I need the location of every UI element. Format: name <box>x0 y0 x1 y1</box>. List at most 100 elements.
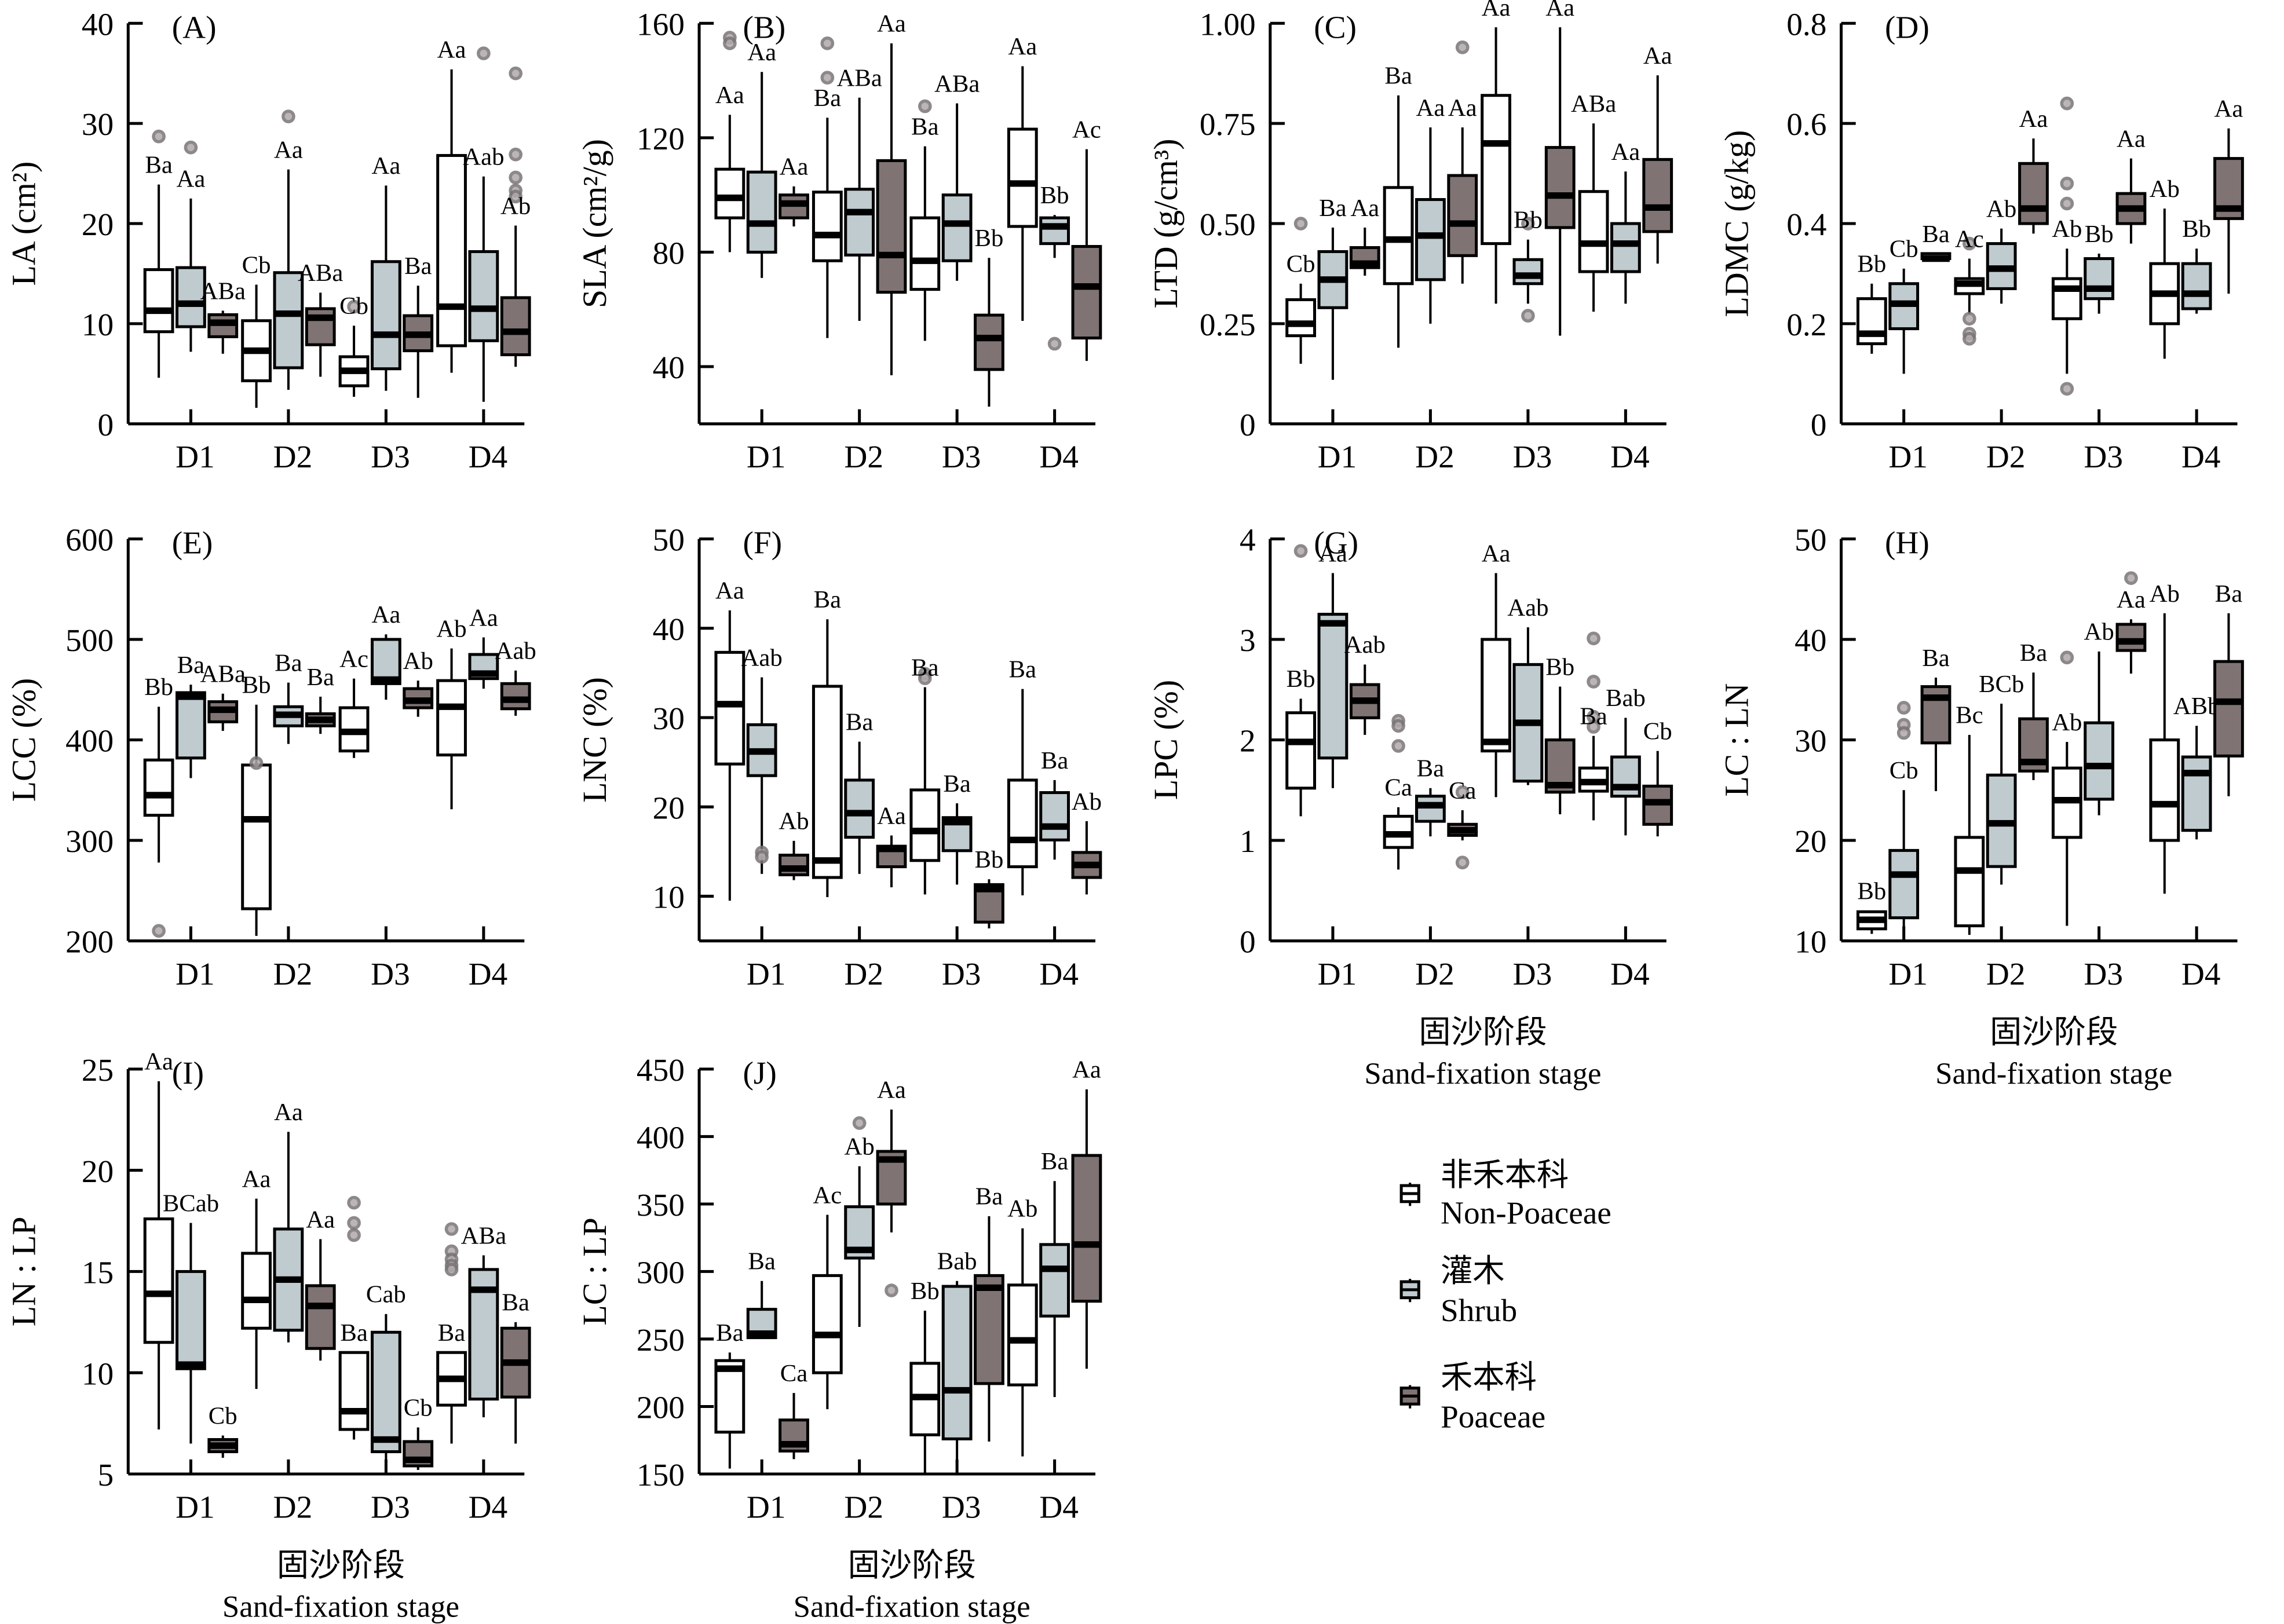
significance-label: Cb <box>242 251 271 279</box>
significance-label: Cb <box>1643 718 1672 745</box>
significance-label: BCb <box>1979 671 2024 698</box>
box-poaceae-d1: Ba <box>1920 645 1952 792</box>
box-non-poaceae-d2: Bc <box>1954 702 1985 935</box>
outlier-point <box>1963 332 1976 346</box>
box-shrub-d2: Ba <box>273 649 304 744</box>
box-poaceae-d2: ABa <box>298 259 343 377</box>
box-shrub-d1: Aab <box>741 644 783 874</box>
outlier-point <box>1455 40 1470 54</box>
box-iqr <box>305 307 336 346</box>
box-shrub-d2: Aa <box>1415 94 1446 324</box>
significance-label: Bb <box>1545 653 1574 681</box>
y-tick-label: 20 <box>82 207 114 242</box>
box-iqr <box>1039 216 1070 246</box>
significance-label: Ba <box>1009 656 1037 683</box>
significance-label: Bb <box>242 672 271 699</box>
panel-tag: (J) <box>743 1055 776 1091</box>
box-iqr <box>1610 222 1641 273</box>
panel-tag: (I) <box>172 1055 204 1091</box>
x-tick-label: D2 <box>1415 956 1455 992</box>
significance-label: Ab <box>2052 215 2082 243</box>
box-poaceae-d2: Aa <box>2018 105 2049 234</box>
x-tick-label: D1 <box>747 1489 786 1524</box>
box-shrub-d4: ABb <box>2173 693 2220 840</box>
box-iqr <box>2051 277 2082 320</box>
box-iqr <box>1007 778 1038 869</box>
x-tick-label: D2 <box>273 956 313 992</box>
x-tick-label: D1 <box>747 439 786 474</box>
y-tick-label: 0.50 <box>1200 207 1256 242</box>
box-shrub-d1: Aa <box>176 140 206 352</box>
box-non-poaceae-d2: Ac <box>812 1182 843 1410</box>
panel-tag: (G) <box>1314 525 1358 561</box>
x-axis-title-cn: 固沙阶段 <box>277 1548 405 1583</box>
y-tick-label: 150 <box>637 1457 685 1493</box>
box-non-poaceae-d3: Ba <box>338 1195 370 1440</box>
significance-label: Ac <box>1072 116 1101 143</box>
significance-label: Aa <box>1350 195 1379 222</box>
box-poaceae-d2: Aa <box>876 802 907 888</box>
box-poaceae-d3: Ab <box>403 648 434 717</box>
outlier-point <box>152 924 166 938</box>
significance-label: Bb <box>975 846 1004 873</box>
outlier-point <box>1896 726 1911 740</box>
x-tick-label: D3 <box>942 956 981 992</box>
box-non-poaceae-d3: Aa <box>1481 540 1511 798</box>
y-tick-label: 40 <box>1795 623 1826 658</box>
box-iqr <box>241 763 272 910</box>
significance-label: Aa <box>1482 540 1511 567</box>
box-iqr <box>2181 755 2212 832</box>
box-iqr <box>714 167 746 220</box>
y-tick-label: 0 <box>97 407 114 442</box>
significance-label: Aa <box>877 1077 906 1104</box>
box-iqr <box>909 216 941 291</box>
y-axis-title: LN : LP <box>5 1217 42 1327</box>
significance-label: Bab <box>1606 685 1646 712</box>
significance-label: Ca <box>1449 777 1477 804</box>
significance-label: Aa <box>715 577 744 605</box>
box-iqr <box>1285 298 1317 338</box>
significance-label: Ba <box>1922 645 1950 672</box>
box-iqr <box>1447 174 1478 257</box>
y-tick-label: 40 <box>653 350 685 385</box>
box-shrub-d1: BCab <box>163 1190 219 1444</box>
significance-label: Aa <box>2214 96 2243 123</box>
x-tick-label: D3 <box>1513 439 1552 474</box>
y-tick-label: 300 <box>637 1255 685 1290</box>
significance-label: Ba <box>340 1319 368 1347</box>
box-shrub-d1: Aa <box>1317 540 1349 788</box>
box-non-poaceae-d2: Bb <box>241 672 272 936</box>
outlier-point <box>2060 382 2074 396</box>
significance-label: Cab <box>366 1281 406 1308</box>
significance-label: Ba <box>2215 580 2243 608</box>
legend-label-cn: 非禾本科 <box>1441 1157 1569 1193</box>
box-shrub-d3: Ab <box>2084 619 2115 815</box>
box-iqr <box>338 1351 370 1431</box>
significance-label: Ab <box>1986 196 2016 223</box>
x-tick-label: D1 <box>1888 439 1928 474</box>
outlier-point <box>1391 719 1405 733</box>
x-axis-title-en: Sand-fixation stage <box>794 1590 1030 1623</box>
significance-label: Ba <box>404 253 432 280</box>
outlier-point <box>509 66 523 81</box>
outlier-point <box>1293 217 1308 231</box>
outlier-point <box>2060 177 2074 191</box>
box-iqr <box>1481 94 1511 246</box>
outlier-point <box>1521 217 1535 231</box>
x-tick-label: D3 <box>371 1489 410 1524</box>
box-non-poaceae-d4: Ba <box>436 1222 467 1444</box>
significance-label: Aa <box>1318 540 1347 567</box>
significance-label: Ac <box>813 1182 842 1209</box>
significance-label: Ca <box>1384 774 1412 802</box>
significance-label: Ab <box>845 1133 875 1161</box>
box-non-poaceae-d1: Aa <box>143 1048 174 1430</box>
box-poaceae-d3: Cb <box>403 1394 434 1470</box>
panel-c: 0 0.25 0.50 0.75 1.00 D1 D2 D3 D4 LTD (g/cm³) (C) C… <box>1147 0 1673 474</box>
panel-tag: (A) <box>172 9 217 45</box>
x-tick-label: D4 <box>2181 956 2221 992</box>
box-shrub-d2: BCb <box>1979 671 2024 885</box>
box-shrub-d3: Cab <box>366 1281 406 1468</box>
y-tick-label: 2 <box>1240 723 1256 759</box>
